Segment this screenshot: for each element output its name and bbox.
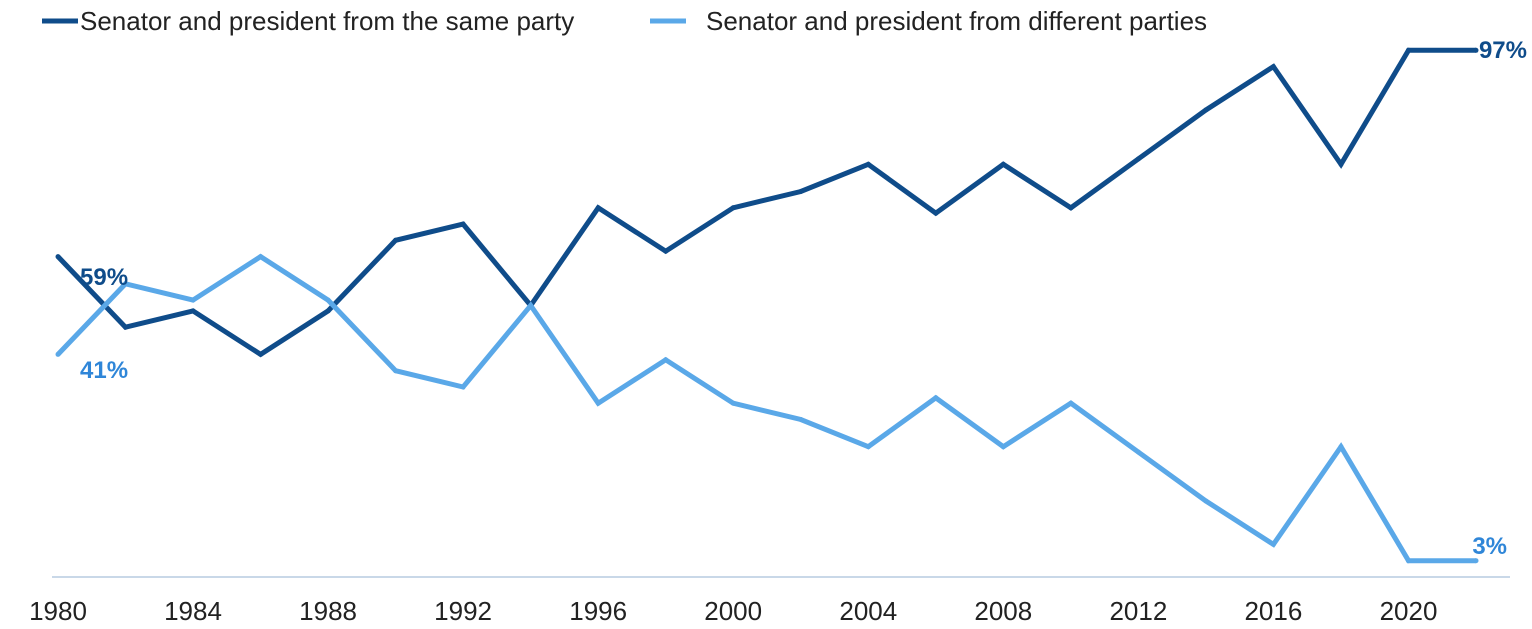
data-point-same-party-1998 xyxy=(663,248,669,254)
data-label-different-parties-last: 3% xyxy=(1472,533,1507,560)
data-point-same-party-2000 xyxy=(730,205,736,211)
data-point-same-party-1996 xyxy=(595,205,601,211)
x-tick-label-2000: 2000 xyxy=(704,596,762,626)
data-point-same-party-1980 xyxy=(55,254,61,260)
data-point-same-party-1984 xyxy=(190,308,196,314)
series-line-different-parties xyxy=(56,253,1476,564)
data-point-different-parties-2006 xyxy=(933,395,939,401)
x-tick-label-2004: 2004 xyxy=(839,596,897,626)
data-point-different-parties-1986 xyxy=(258,254,264,260)
data-label-same-party-last: 97% xyxy=(1479,37,1527,64)
data-point-same-party-2018 xyxy=(1338,161,1344,167)
data-point-same-party-2004 xyxy=(865,161,871,167)
data-point-same-party-2022 xyxy=(1473,47,1479,53)
data-label-different-parties-first: 41% xyxy=(80,357,128,384)
x-tick-label-1980: 1980 xyxy=(29,596,87,626)
x-tick-label-2016: 2016 xyxy=(1244,596,1302,626)
data-point-different-parties-2018 xyxy=(1338,444,1344,450)
data-point-different-parties-2004 xyxy=(865,444,871,450)
data-point-same-party-1988 xyxy=(325,308,331,314)
data-point-different-parties-1998 xyxy=(663,357,669,363)
x-tick-label-2008: 2008 xyxy=(974,596,1032,626)
x-tick-label-1984: 1984 xyxy=(164,596,222,626)
legend-label-different-parties: Senator and president from different par… xyxy=(706,6,1207,36)
data-point-different-parties-2002 xyxy=(798,417,804,422)
data-point-different-parties-1996 xyxy=(595,400,601,406)
x-tick-label-1988: 1988 xyxy=(299,596,357,626)
data-point-same-party-1992 xyxy=(460,221,466,227)
data-point-different-parties-1984 xyxy=(190,297,196,303)
legend-label-same-party: Senator and president from the same part… xyxy=(80,6,574,36)
data-labels: 59% 41% 97% 3% xyxy=(80,37,1527,560)
data-point-same-party-1982 xyxy=(123,324,128,330)
data-point-different-parties-2000 xyxy=(730,400,736,406)
data-point-same-party-2016 xyxy=(1270,64,1276,70)
data-point-different-parties-1994 xyxy=(528,303,534,308)
x-tick-label-2020: 2020 xyxy=(1380,596,1438,626)
data-point-different-parties-2014 xyxy=(1203,498,1209,504)
data-point-same-party-2012 xyxy=(1135,156,1141,162)
data-point-different-parties-1982 xyxy=(123,281,128,287)
data-point-different-parties-2020 xyxy=(1406,558,1411,564)
data-point-different-parties-1980 xyxy=(55,351,61,357)
data-point-different-parties-2022 xyxy=(1473,558,1479,564)
data-point-same-party-2006 xyxy=(933,210,939,216)
data-point-same-party-2002 xyxy=(798,189,804,194)
data-point-different-parties-1990 xyxy=(393,368,399,374)
series-line-same-party xyxy=(56,47,1476,358)
data-point-same-party-1986 xyxy=(258,351,264,357)
x-tick-label-1992: 1992 xyxy=(434,596,492,626)
series-lines xyxy=(55,47,1479,564)
data-label-same-party-first: 59% xyxy=(80,264,128,291)
data-point-same-party-2020 xyxy=(1406,47,1411,53)
data-point-different-parties-2016 xyxy=(1270,541,1276,547)
data-point-different-parties-1992 xyxy=(460,384,466,390)
data-point-different-parties-2008 xyxy=(1000,444,1006,450)
x-tick-label-2012: 2012 xyxy=(1109,596,1167,626)
data-point-same-party-1990 xyxy=(393,237,399,243)
data-point-different-parties-1988 xyxy=(325,297,331,303)
data-point-same-party-2014 xyxy=(1203,107,1209,113)
data-point-same-party-2008 xyxy=(1000,161,1006,167)
x-tick-label-1996: 1996 xyxy=(569,596,627,626)
data-point-different-parties-2012 xyxy=(1135,449,1141,455)
data-point-same-party-2010 xyxy=(1068,205,1074,211)
x-axis-ticks: 1980 1984 1988 1992 1996 2000 2004 2008 2012 2016… xyxy=(29,596,1437,626)
data-point-different-parties-2010 xyxy=(1068,400,1074,406)
legend: Senator and president from the same part… xyxy=(42,6,1207,36)
